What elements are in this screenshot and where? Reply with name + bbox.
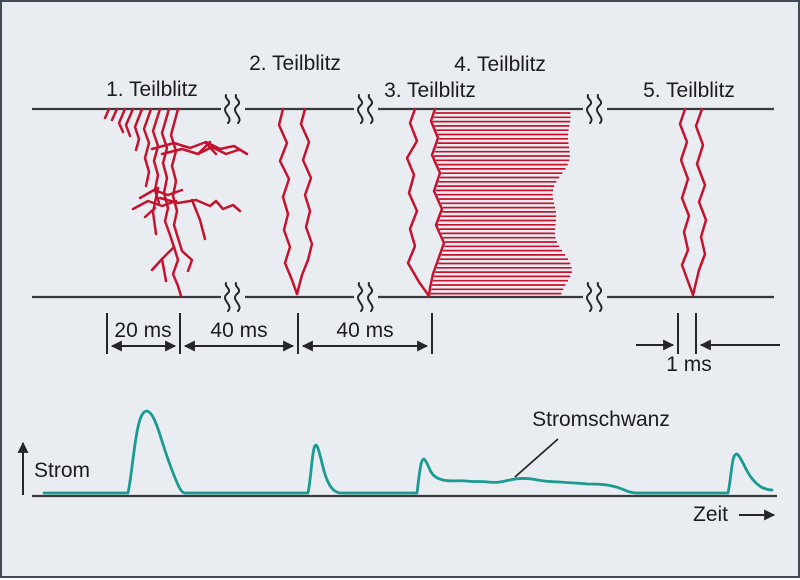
lightning-channel-segment (678, 107, 695, 297)
break-squiggle-icon (234, 282, 241, 312)
interval-label-40ms-b: 40 ms (336, 319, 394, 342)
lightning-channel-segment (427, 107, 446, 298)
lightning-channel-segment (277, 107, 299, 296)
break-squiggle-icon (596, 94, 603, 124)
break-squiggle-icon (586, 282, 593, 312)
lightning-channel-segment (295, 107, 314, 296)
line-break-symbols (224, 94, 603, 312)
interval-label-40ms-a: 40 ms (210, 319, 268, 342)
lightning-channel-segment (142, 107, 153, 188)
lightning-channel-segment (691, 107, 708, 297)
lightning-stroke-3 (405, 107, 446, 298)
stroke-3-label: 3. Teilblitz (384, 79, 476, 102)
break-squiggle-icon (367, 94, 374, 124)
lightning-channel-segment (180, 249, 194, 273)
lightning-channel-segment (160, 107, 176, 249)
lightning-channel-segment (405, 107, 431, 298)
lightning-channel-segment (110, 107, 119, 122)
time-interval-marks (106, 313, 780, 354)
lightning-channel-segment (160, 257, 168, 283)
stromschwanz-annotation: Stromschwanz (532, 408, 670, 431)
current-waveform (42, 409, 774, 495)
break-squiggle-icon (224, 94, 231, 124)
lightning-channel-segment (138, 188, 184, 200)
lightning-channel-segment (158, 196, 242, 213)
break-squiggle-icon (367, 282, 374, 312)
lightning-channel-segment (169, 107, 184, 253)
lightning-channel-segment (103, 107, 111, 120)
lightning-channel-segment (133, 107, 144, 152)
break-squiggle-icon (357, 94, 364, 124)
break-squiggle-icon (596, 282, 603, 312)
break-squiggle-icon (224, 282, 231, 312)
lightning-channel-segment (204, 141, 218, 156)
lightning-channel-segment (160, 145, 240, 156)
lightning-channel-segment (190, 198, 207, 241)
stromschwanz-pointer-line (514, 438, 559, 478)
stroke-5-label: 5. Teilblitz (643, 79, 735, 102)
break-squiggle-icon (234, 94, 241, 124)
stroke-2-label: 2. Teilblitz (249, 52, 341, 75)
lightning-stroke-5 (678, 107, 708, 297)
y-axis-label: Strom (34, 459, 91, 482)
lightning-channel-segment (117, 107, 127, 134)
interval-label-20ms: 20 ms (114, 319, 172, 342)
stroke-1-label: 1. Teilblitz (106, 78, 198, 101)
break-squiggle-icon (357, 282, 364, 312)
lightning-channel-segment (124, 107, 135, 138)
break-squiggle-icon (586, 94, 593, 124)
interval-label-1ms: 1 ms (666, 353, 712, 376)
lightning-channel-segment (171, 245, 183, 298)
lightning-stroke-1 (103, 107, 249, 298)
lightning-channel-segment (151, 186, 160, 236)
lightning-stroke-2 (277, 107, 314, 296)
current-plot (17, 409, 777, 521)
lightning-stroke-4-continuing-current-hatch (430, 112, 572, 295)
stroke-4-label: 4. Teilblitz (454, 53, 546, 76)
x-axis-label: Zeit (693, 503, 729, 526)
